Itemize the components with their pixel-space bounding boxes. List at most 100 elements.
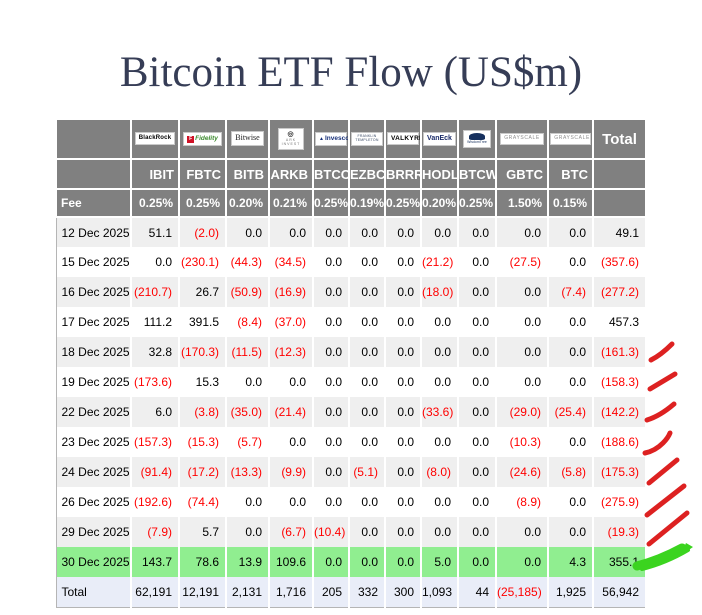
- flow-value-arkb: (6.7): [269, 517, 314, 547]
- flow-row-30-dec-2025: 30 Dec 2025 143.7 78.6 13.9 109.6 0.0 0.0 0.0 5.…: [56, 547, 646, 577]
- flow-row-total: (161.3): [593, 337, 647, 367]
- grayscale-logo-cell: GRAYSCALE: [495, 118, 549, 160]
- flow-value-btc: 0.0: [548, 367, 594, 397]
- flow-value-btco: 0.0: [313, 397, 350, 427]
- flow-row-24-dec-2025: 24 Dec 2025 (91.4) (17.2) (13.3) (9.9) 0.0 (5.…: [56, 457, 647, 487]
- flow-value-hodl: 0.0: [421, 367, 459, 397]
- flow-row-total: 49.1: [593, 217, 647, 247]
- red-check-mark-annotation: [648, 341, 675, 363]
- fee-btc: 0.15%: [547, 188, 594, 218]
- wisdomtree-logo: WisdomTree: [463, 129, 491, 148]
- flow-value-btcw: 0.0: [458, 517, 497, 547]
- ticker-btc: BTC: [547, 158, 594, 190]
- flow-row-19-dec-2025: 19 Dec 2025 (173.6) 15.3 0.0 0.0 0.0 0.0 0.0 0.0…: [56, 367, 647, 397]
- date-cell: 19 Dec 2025: [56, 367, 132, 397]
- flow-value-btco: 0.0: [313, 427, 350, 457]
- vaneck-logo-cell: VanEck: [420, 118, 459, 160]
- flow-value-arkb: (12.3): [269, 337, 314, 367]
- flow-value-hodl: 0.0: [421, 217, 459, 247]
- flow-value-bitb: 0.0: [226, 367, 270, 397]
- page-title: Bitcoin ETF Flow (US$m): [119, 48, 583, 96]
- blackrock-logo: BlackRock: [134, 132, 176, 146]
- flow-value-btcw: 0.0: [458, 247, 497, 277]
- flow-value-btco: (10.4): [313, 517, 350, 547]
- flow-value-hodl: (8.0): [421, 457, 459, 487]
- flow-value-btco: 0.0: [313, 457, 350, 487]
- flow-value-bitb: (35.0): [226, 397, 270, 427]
- flow-row-29-dec-2025: 29 Dec 2025 (7.9) 5.7 0.0 (6.7) (10.4) 0.0 0.0 0…: [56, 517, 647, 547]
- red-check-mark-annotation: [644, 401, 677, 423]
- flow-value-gbtc: 0.0: [496, 277, 549, 307]
- flow-row-17-dec-2025: 17 Dec 2025 111.2 391.5 (8.4) (37.0) 0.0 0.0 0.…: [56, 307, 647, 337]
- flow-value-fbtc: (17.2): [179, 457, 227, 487]
- flow-value-btco: 0.0: [313, 367, 350, 397]
- flow-value-ezbc: (5.1): [349, 457, 386, 487]
- ark-invest-logo-cell: ◎ ARK INVEST: [268, 118, 314, 160]
- invesco-logo-cell: ▲Invesco: [312, 118, 350, 160]
- column-total-btco: 205: [321, 584, 342, 599]
- flow-value-gbtc: (24.6): [496, 457, 549, 487]
- flow-value-btc: 0.0: [548, 517, 594, 547]
- date-cell: 17 Dec 2025: [56, 307, 132, 337]
- flow-value-brrr: 0.0: [385, 427, 422, 457]
- fee-brrr: 0.25%: [384, 188, 422, 218]
- flow-value-hodl: (21.2): [421, 247, 459, 277]
- flow-row-12-dec-2025: 12 Dec 2025 51.1 (2.0) 0.0 0.0 0.0 0.0 0.0 0.0 0.…: [56, 217, 647, 247]
- flow-value-btc: (7.4): [548, 277, 594, 307]
- fee-ezbc: 0.19%: [348, 188, 386, 218]
- flow-value-gbtc: 0.0: [496, 307, 549, 337]
- franklin-templeton-logo-cell: FRANKLIN TEMPLETON: [348, 118, 386, 160]
- grayscale-logo-cell: GRAYSCALE: [547, 118, 594, 160]
- column-total-brrr: 300: [393, 584, 414, 599]
- flow-value-brrr: 0.0: [385, 337, 422, 367]
- flow-value-arkb: (9.9): [269, 457, 314, 487]
- flow-value-hodl: (18.0): [421, 277, 459, 307]
- flow-value-gbtc: 0.0: [496, 517, 549, 547]
- flow-value-gbtc: (27.5): [496, 247, 549, 277]
- ticker-bitb: BITB: [225, 158, 270, 190]
- flow-value-hodl: (33.6): [421, 397, 459, 427]
- flow-value-ezbc: 0.0: [349, 247, 386, 277]
- red-check-mark-annotation: [647, 371, 678, 392]
- flow-value-brrr: 0.0: [385, 247, 422, 277]
- flow-row-total: 355.1: [608, 555, 639, 569]
- flow-value-ibit: (7.9): [131, 517, 180, 547]
- flow-value-ezbc: 0.0: [349, 337, 386, 367]
- flow-value-ibit: 51.1: [131, 217, 180, 247]
- flow-row-26-dec-2025: 26 Dec 2025 (192.6) (74.4) 0.0 0.0 0.0 0.0 0.0 0…: [56, 487, 647, 517]
- flow-value-btco: 0.0: [313, 307, 350, 337]
- fee-btcw: 0.25%: [457, 188, 497, 218]
- ticker-ibit: IBIT: [130, 158, 180, 190]
- flow-value-ibit: (91.4): [131, 457, 180, 487]
- flow-value-bitb: (44.3): [226, 247, 270, 277]
- vaneck-logo: VanEck: [423, 131, 456, 146]
- flow-value-brrr: 0.0: [385, 277, 422, 307]
- flow-value-hodl: 0.0: [421, 427, 459, 457]
- flow-value-brrr: 0.0: [385, 367, 422, 397]
- flow-value-btco: 0.0: [313, 247, 350, 277]
- flow-value-btc: 0.0: [548, 427, 594, 457]
- flow-value-ibit: (157.3): [131, 427, 180, 457]
- column-total-btcw: 44: [475, 584, 489, 599]
- flow-row-total: (142.2): [593, 397, 647, 427]
- fee-ibit: 0.25%: [130, 188, 180, 218]
- flow-value-fbtc: (230.1): [179, 247, 227, 277]
- ticker-btcw: BTCW: [457, 158, 497, 190]
- flow-value-ibit: (210.7): [131, 277, 180, 307]
- fidelity-icon: F: [187, 135, 195, 144]
- ticker-hodl: HODL: [420, 158, 459, 190]
- date-cell: 30 Dec 2025: [61, 555, 130, 569]
- red-check-mark-annotation: [646, 510, 690, 547]
- date-cell: 29 Dec 2025: [56, 517, 132, 547]
- date-cell: 23 Dec 2025: [56, 427, 132, 457]
- flow-value-btcw: 0.0: [458, 427, 497, 457]
- flow-row-22-dec-2025: 22 Dec 2025 6.0 (3.8) (35.0) (21.4) 0.0 0.0 0.0…: [56, 397, 647, 427]
- column-total-ibit: 62,191: [135, 584, 172, 599]
- flow-value-brrr: 0.0: [385, 517, 422, 547]
- flow-value-fbtc: (3.8): [179, 397, 227, 427]
- flow-value-arkb: 109.6: [275, 555, 306, 569]
- flow-value-brrr: 0.0: [397, 555, 414, 569]
- invesco-triangle-icon: ▲: [319, 136, 324, 143]
- etf-flow-table: BlackRock F Fidelity Bitwise ◎ ARK INVEST ▲Inve…: [55, 118, 647, 608]
- flow-value-btc: (25.4): [548, 397, 594, 427]
